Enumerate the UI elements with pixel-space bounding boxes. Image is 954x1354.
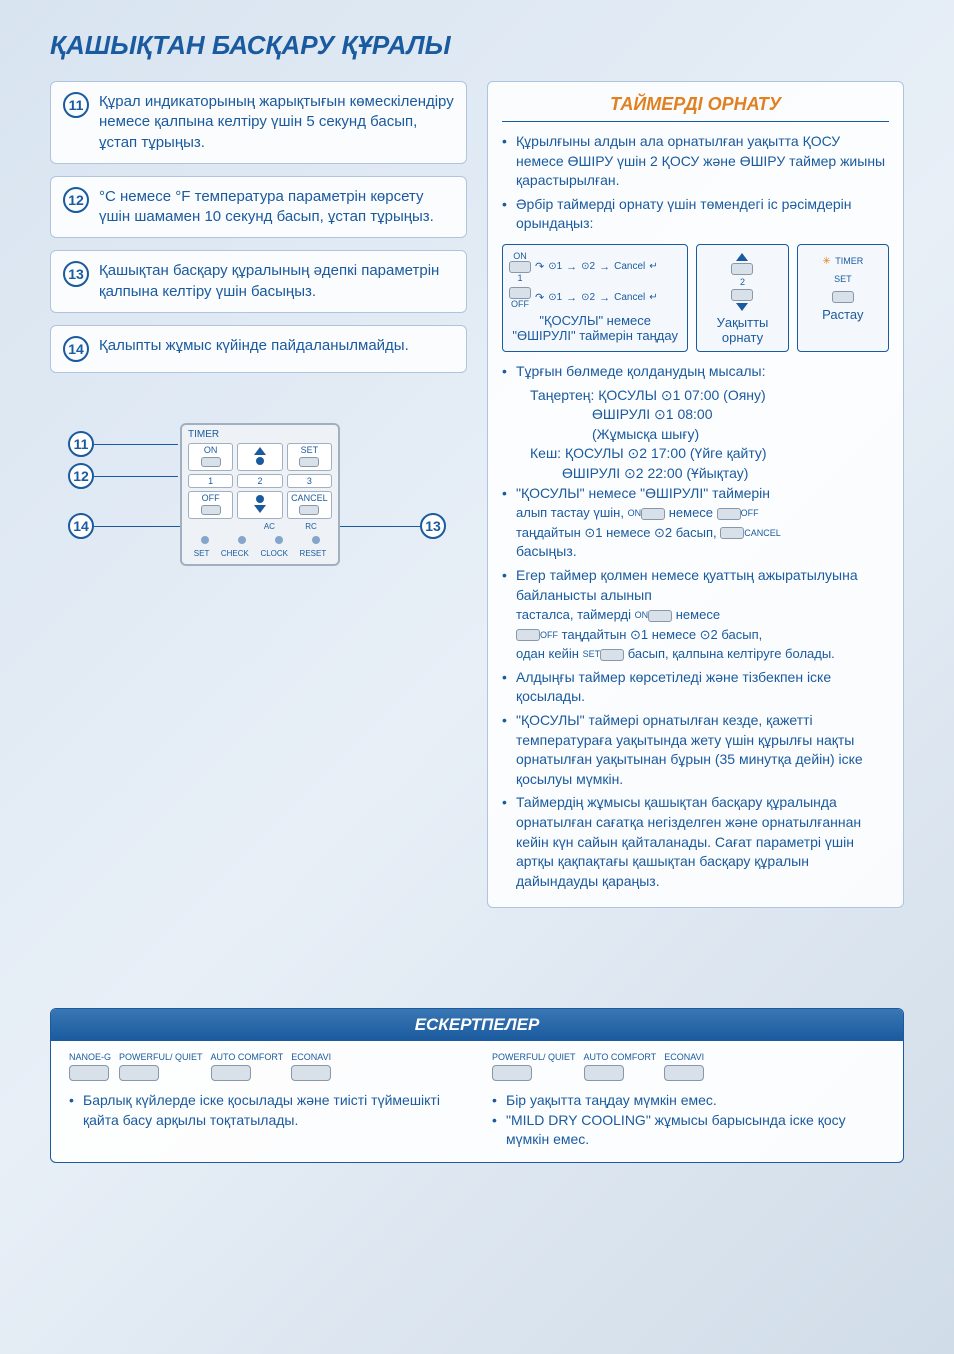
notes-right-text-2: "MILD DRY COOLING" жұмысы барысында іске…	[492, 1111, 885, 1150]
dot-icon	[201, 536, 209, 544]
timer-diagram: ON1 ↷⊙1 →⊙2 →Cancel↵ OFF ↷⊙1 →⊙2 →Cancel…	[502, 244, 889, 352]
item-14: 14 Қалыпты жұмыс күйінде пайдаланылмайды…	[50, 325, 467, 373]
powerful-quiet-button-2[interactable]	[492, 1065, 532, 1081]
item-text-13: Қашықтан басқару құралының әдепкі параме…	[99, 261, 454, 302]
lead-13: 13	[420, 513, 446, 539]
item-11: 11 Құрал индикаторының жарықтығын көмеск…	[50, 81, 467, 164]
lead-14: 14	[68, 513, 94, 539]
powerful-quiet-button[interactable]	[119, 1065, 159, 1081]
remote-set: SET	[301, 445, 319, 455]
remote-body: TIMER ON SET 1 2 3 OFF CANCEL	[180, 423, 340, 566]
lead-12: 12	[68, 463, 94, 489]
diag-caption-2: Уақытты орнату	[703, 315, 781, 345]
diag-caption-1: "ҚОСУЛЫ" немесе "ӨШІРУЛІ" таймерін таңда…	[509, 313, 681, 343]
remote-cancel: CANCEL	[291, 493, 328, 503]
notes-col-right: POWERFUL/ QUIET AUTO COMFORT ECONAVI Бір…	[492, 1053, 885, 1150]
econavi-button[interactable]	[291, 1065, 331, 1081]
item-text-12: °C немесе °F температура параметрін көрс…	[99, 187, 454, 228]
timer-panel: ТАЙМЕРДІ ОРНАТУ Құрылғыны алдын ала орна…	[487, 81, 904, 908]
timer-title: ТАЙМЕРДІ ОРНАТУ	[502, 94, 889, 122]
p4: "ҚОСУЛЫ" таймері орнатылған кезде, қажет…	[502, 711, 889, 789]
econavi-button-2[interactable]	[664, 1065, 704, 1081]
notes-col-left: NANOE-G POWERFUL/ QUIET AUTO COMFORT ECO…	[69, 1053, 462, 1150]
auto-comfort-button[interactable]	[211, 1065, 251, 1081]
item-text-11: Құрал индикаторының жарықтығын көмескіле…	[99, 92, 454, 153]
remote-on: ON	[204, 445, 218, 455]
notes-title: ЕСКЕРТПЕЛЕР	[51, 1009, 903, 1041]
item-text-14: Қалыпты жұмыс күйінде пайдаланылмайды.	[99, 336, 409, 356]
p1: "ҚОСУЛЫ" немесе "ӨШІРУЛІ" таймерін алып …	[502, 484, 889, 562]
down-icon	[736, 303, 748, 311]
up-icon	[254, 447, 266, 455]
nanoe-g-button[interactable]	[69, 1065, 109, 1081]
down-icon	[254, 505, 266, 513]
p5: Таймердің жұмысы қашықтан басқару құралы…	[502, 793, 889, 891]
lead-11: 11	[68, 431, 94, 457]
notes-right-text-1: Бір уақытта таңдау мүмкін емес.	[492, 1091, 885, 1111]
diag-caption-3: Растау	[804, 307, 882, 322]
num-badge-13: 13	[63, 261, 89, 287]
notes-left-text: Барлық күйлерде іске қосылады және тиіст…	[69, 1091, 462, 1130]
timer-intro-2: Әрбір таймерді орнату үшін төмендегі іс …	[502, 195, 889, 234]
item-12: 12 °C немесе °F температура параметрін к…	[50, 176, 467, 239]
num-badge-14: 14	[63, 336, 89, 362]
p3: Алдыңғы таймер көрсетіледі және тізбекпе…	[502, 668, 889, 707]
right-column: ТАЙМЕРДІ ОРНАТУ Құрылғыны алдын ала орна…	[487, 81, 904, 908]
num-badge-12: 12	[63, 187, 89, 213]
remote-off: OFF	[202, 493, 220, 503]
auto-comfort-button-2[interactable]	[584, 1065, 624, 1081]
notes-panel: ЕСКЕРТПЕЛЕР NANOE-G POWERFUL/ QUIET AUTO…	[50, 1008, 904, 1163]
up-icon	[736, 253, 748, 261]
remote-title: TIMER	[188, 429, 332, 440]
num-badge-11: 11	[63, 92, 89, 118]
example-title: Тұрғын бөлмеде қолданудың мысалы:	[502, 362, 889, 382]
timer-intro-1: Құрылғыны алдын ала орнатылған уақытта Қ…	[502, 132, 889, 191]
item-13: 13 Қашықтан басқару құралының әдепкі пар…	[50, 250, 467, 313]
left-column: 11 Құрал индикаторының жарықтығын көмеск…	[50, 81, 467, 908]
remote-diagram: 11 12 14 13 TIMER ON SET 1 2 3	[50, 413, 467, 593]
p2: Егер таймер қолмен немесе қуаттың ажырат…	[502, 566, 889, 664]
page-title: ҚАШЫҚТАН БАСҚАРУ ҚҰРАЛЫ	[50, 30, 904, 61]
